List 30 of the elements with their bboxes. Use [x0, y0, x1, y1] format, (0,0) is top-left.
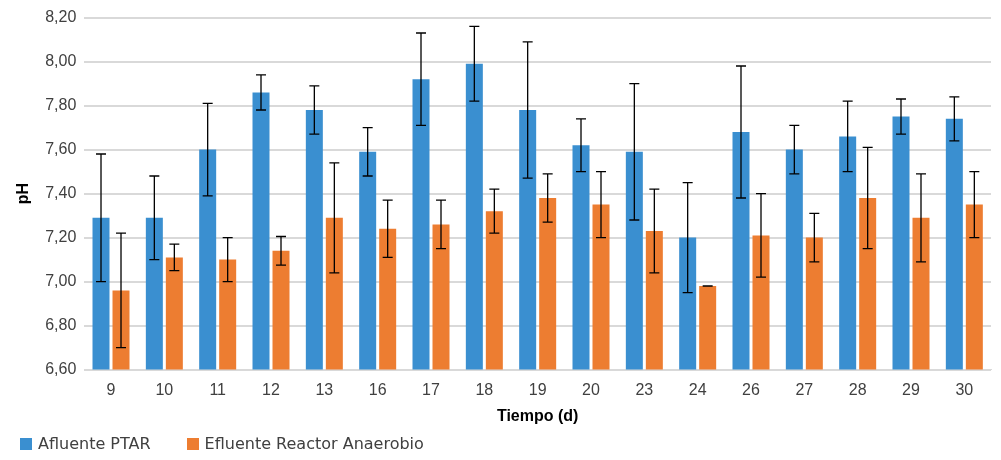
x-tick-label: 11	[209, 380, 227, 398]
x-tick-label: 27	[795, 380, 814, 398]
y-tick-label: 7,00	[45, 272, 77, 290]
y-tick-label: 6,60	[45, 360, 77, 378]
x-tick-label: 9	[106, 380, 116, 398]
x-tick-label: 13	[315, 380, 334, 398]
x-tick-label: 24	[688, 380, 707, 398]
y-tick-label: 8,00	[45, 52, 77, 70]
legend-label: Afluente PTAR	[38, 434, 151, 453]
x-tick-label: 12	[262, 380, 281, 398]
y-tick-label: 7,20	[45, 228, 77, 246]
legend-label: Efluente Reactor Anaerobio	[204, 434, 424, 453]
x-tick-label: 10	[155, 380, 174, 398]
x-tick-label: 29	[902, 380, 920, 398]
x-tick-label: 26	[742, 380, 760, 398]
y-tick-label: 8,20	[45, 8, 77, 26]
x-tick-label: 23	[635, 380, 654, 398]
x-tick-label: 19	[528, 380, 547, 398]
y-tick-label: 7,80	[45, 96, 77, 114]
y-tick-label: 6,80	[45, 316, 77, 334]
x-tick-label: 28	[848, 380, 867, 398]
y-tick-label: 7,60	[45, 140, 77, 158]
x-tick-label: 20	[582, 380, 600, 398]
x-tick-label: 18	[475, 380, 494, 398]
x-tick-label: 16	[368, 380, 387, 398]
x-tick-label: 17	[422, 380, 440, 398]
y-axis-title: pH	[14, 182, 32, 205]
x-tick-label: 30	[955, 380, 974, 398]
x-axis-title: Tiempo (d)	[496, 406, 579, 424]
y-tick-label: 7,40	[45, 184, 77, 202]
